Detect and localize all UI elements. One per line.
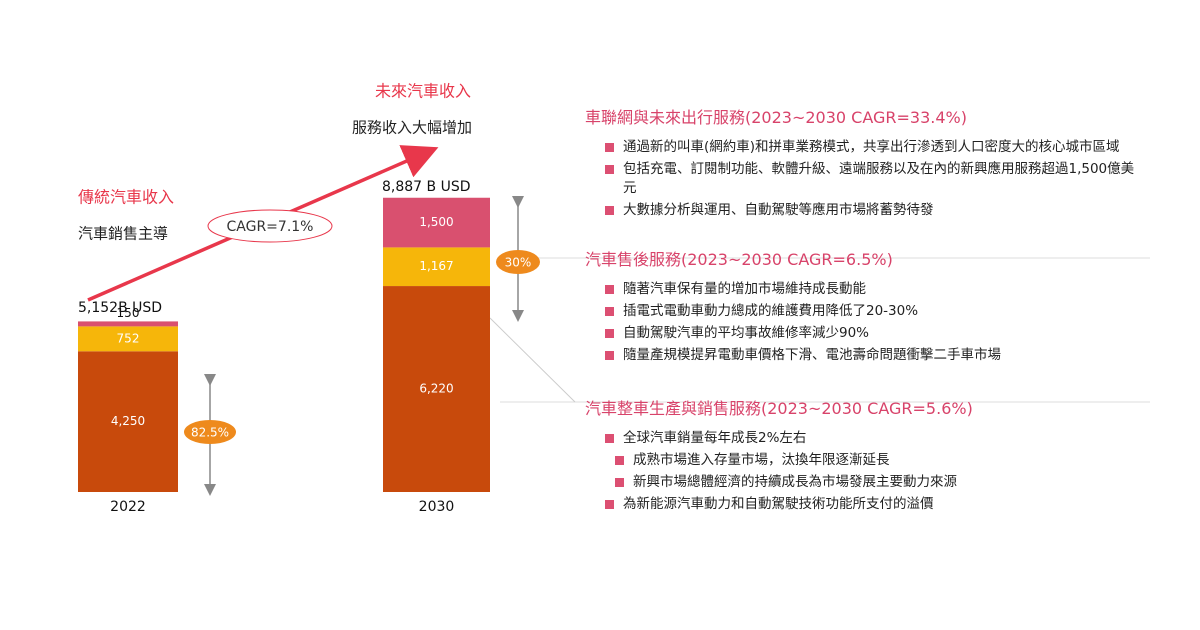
traditional-sub: 汽車銷售主導 [78,225,168,243]
value-label: 752 [117,331,140,345]
bullet: 自動駕駛汽車的平均事故維修率減少90% [605,324,1145,343]
value-label: 1,500 [419,215,453,229]
bar-segment [78,326,178,352]
share-badge [184,420,236,444]
bar-segment [78,351,178,492]
x-tick-label: 2030 [419,499,455,515]
section-title: 車聯網與未來出行服務(2023~2030 CAGR=33.4%) [585,108,968,127]
x-tick-label: 2022 [110,499,146,515]
value-label: 6,220 [419,382,453,396]
bullet: 新興市場總體經濟的持續成長為市場發展主要動力來源 [615,473,1145,492]
bar-segment [383,286,490,492]
section: 車聯網與未來出行服務(2023~2030 CAGR=33.4%) 通過新的叫車(網… [585,104,1145,220]
share-badge [496,250,540,274]
future-title: 未來汽車收入 [375,82,471,101]
bullet: 插電式電動車動力總成的維護費用降低了20-30% [605,302,1145,321]
bullet: 全球汽車銷量每年成長2%左右 [605,429,1145,448]
value-label: 150 [117,306,140,320]
bar-segment [78,321,178,327]
section: 汽車整車生產與銷售服務(2023~2030 CAGR=5.6%) 全球汽車銷量每年… [585,395,1145,514]
traditional-title: 傳統汽車收入 [78,188,174,207]
bullet: 大數據分析與運用、自動駕駛等應用市場將蓄勢待發 [605,201,1145,220]
section-title: 汽車整車生產與銷售服務(2023~2030 CAGR=5.6%) [585,399,973,418]
panel: 車聯網與未來出行服務(2023~2030 CAGR=33.4%) 通過新的叫車(網… [585,104,1145,544]
bar-segment [383,197,490,248]
section-title: 汽車售後服務(2023~2030 CAGR=6.5%) [585,250,893,269]
total-label: 8,887 B USD [382,179,471,195]
cagr-badge [207,209,333,243]
bullet: 成熟市場進入存量市場，汰換年限逐漸延長 [615,451,1145,470]
future-sub: 服務收入大幅增加 [352,119,472,137]
share-label: 30% [505,256,532,270]
cagr: CAGR=7.1% [227,219,314,235]
value-label: 4,250 [111,414,145,428]
total-label: 5,152B USD [78,300,162,316]
bullet: 包括充電、訂閱制功能、軟體升級、遠端服務以及在內的新興應用服務超過1,500億美… [605,160,1145,198]
bullet: 通過新的叫車(網約車)和拼車業務模式，共享出行滲透到人口密度大的核心城市區域 [605,138,1145,157]
bullet: 為新能源汽車動力和自動駕駛技術功能所支付的溢價 [605,495,1145,514]
connector [489,317,576,403]
bullet: 隨量產規模提昇電動車價格下滑、電池壽命問題衝擊二手車市場 [605,346,1145,365]
section: 汽車售後服務(2023~2030 CAGR=6.5%) 隨著汽車保有量的增加市場維… [585,246,1145,365]
bullet: 隨著汽車保有量的增加市場維持成長動能 [605,280,1145,299]
bar-segment [383,247,490,287]
share-label: 82.5% [191,426,229,440]
value-label: 1,167 [419,259,453,273]
